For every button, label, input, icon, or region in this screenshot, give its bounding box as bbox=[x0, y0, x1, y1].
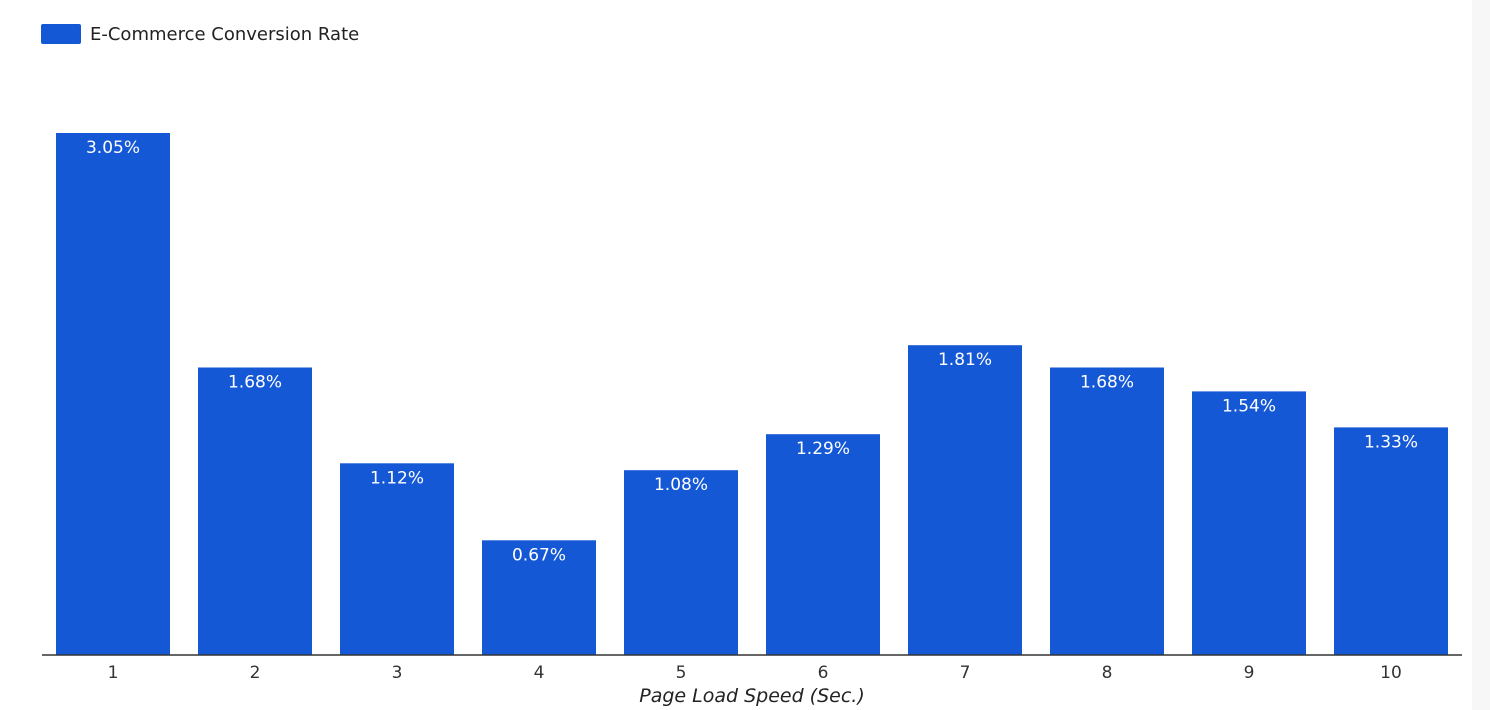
data-label-10: 1.33% bbox=[1364, 432, 1418, 452]
bar-10 bbox=[1334, 427, 1448, 655]
data-label-8: 1.68% bbox=[1080, 373, 1134, 393]
x-tick-label-1: 1 bbox=[108, 663, 119, 683]
x-tick-label-2: 2 bbox=[250, 663, 261, 683]
x-tick-label-10: 10 bbox=[1380, 663, 1402, 683]
bar-6 bbox=[766, 434, 880, 655]
data-label-4: 0.67% bbox=[512, 545, 566, 565]
x-axis-title: Page Load Speed (Sec.) bbox=[639, 685, 865, 707]
legend: E-Commerce Conversion Rate bbox=[41, 23, 359, 45]
data-label-5: 1.08% bbox=[654, 475, 708, 495]
x-tick-label-4: 4 bbox=[534, 663, 545, 683]
page-edge bbox=[1472, 0, 1490, 710]
legend-swatch bbox=[41, 24, 81, 44]
x-tick-label-7: 7 bbox=[960, 663, 971, 683]
bar-1 bbox=[56, 133, 170, 655]
data-label-9: 1.54% bbox=[1222, 396, 1276, 416]
bar-8 bbox=[1050, 367, 1164, 655]
data-label-3: 1.12% bbox=[370, 468, 424, 488]
data-label-6: 1.29% bbox=[796, 439, 850, 459]
bar-2 bbox=[198, 367, 312, 655]
data-label-2: 1.68% bbox=[228, 373, 282, 393]
x-tick-label-8: 8 bbox=[1102, 663, 1113, 683]
bar-7 bbox=[908, 345, 1022, 655]
data-label-7: 1.81% bbox=[938, 350, 992, 370]
data-label-1: 3.05% bbox=[86, 138, 140, 158]
bar-4 bbox=[482, 540, 596, 655]
legend-label: E-Commerce Conversion Rate bbox=[90, 23, 360, 45]
x-tick-label-5: 5 bbox=[676, 663, 687, 683]
bar-5 bbox=[624, 470, 738, 655]
x-tick-label-9: 9 bbox=[1244, 663, 1255, 683]
x-tick-label-3: 3 bbox=[392, 663, 403, 683]
x-tick-label-6: 6 bbox=[818, 663, 829, 683]
bar-3 bbox=[340, 463, 454, 655]
bar-9 bbox=[1192, 391, 1306, 655]
